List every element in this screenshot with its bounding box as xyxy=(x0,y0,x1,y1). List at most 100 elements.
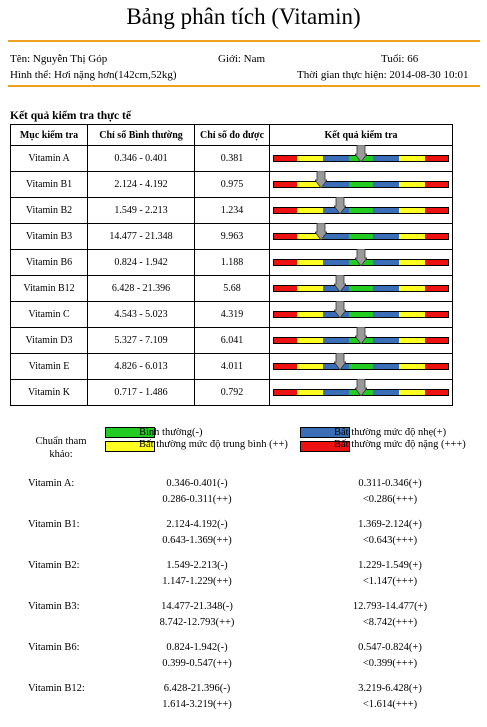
row-item: Vitamin B3 xyxy=(10,223,88,250)
level-marker-icon xyxy=(355,327,367,344)
header-normal: Chỉ số Bình thường xyxy=(87,124,195,146)
scale-segment xyxy=(349,363,373,370)
reference-normal: 0.346-0.401(-) xyxy=(166,478,228,489)
row-result xyxy=(269,327,453,354)
legend-swatch-moderate xyxy=(105,441,155,452)
reference-name: Vitamin B1: xyxy=(28,519,80,530)
row-normal-range: 5.327 - 7.109 xyxy=(87,327,195,354)
scale-segment xyxy=(373,337,399,344)
result-scale-bar xyxy=(273,223,449,240)
title-divider xyxy=(8,40,480,42)
scale-segment xyxy=(297,363,323,370)
level-marker-icon xyxy=(333,353,346,370)
level-marker-icon xyxy=(355,379,367,396)
row-result xyxy=(269,249,453,276)
result-scale-bar xyxy=(273,379,449,396)
row-measured-value: 6.041 xyxy=(194,327,270,354)
scale-segment xyxy=(297,337,323,344)
row-measured-value: 9.963 xyxy=(194,223,270,250)
scale-segment xyxy=(349,181,373,188)
scale-segment xyxy=(399,181,425,188)
header-measured: Chỉ số đo được xyxy=(194,124,270,146)
row-result xyxy=(269,223,453,250)
scale-segment xyxy=(273,285,297,292)
scale-segment xyxy=(399,337,425,344)
reference-mild: 0.547-0.824(+) xyxy=(358,642,422,653)
reference-moderate: 1.614-3.219(++) xyxy=(162,699,232,710)
scale-segment xyxy=(373,389,399,396)
scale-segment xyxy=(273,389,297,396)
scale-segment xyxy=(373,259,399,266)
reference-moderate: 8.742-12.793(++) xyxy=(159,617,235,628)
reference-name: Vitamin A: xyxy=(28,478,75,489)
scale-segment xyxy=(297,285,323,292)
table-row: Vitamin B3 14.477 - 21.348 9.963 xyxy=(10,223,453,250)
reference-severe: <1.614(+++) xyxy=(362,699,418,710)
row-result xyxy=(269,301,453,328)
results-table: Mục kiểm tra Chỉ số Bình thường Chỉ số đ… xyxy=(10,124,453,406)
table-row: Vitamin D3 5.327 - 7.109 6.041 xyxy=(10,327,453,354)
row-normal-range: 0.717 - 1.486 xyxy=(87,379,195,406)
scale-segment xyxy=(425,311,449,318)
level-marker-icon xyxy=(355,145,367,162)
row-result xyxy=(269,197,453,224)
row-item: Vitamin B1 xyxy=(10,171,88,198)
table-row: Vitamin B6 0.824 - 1.942 1.188 xyxy=(10,249,453,276)
patient-name: Tên: Nguyễn Thị Góp xyxy=(10,53,108,65)
table-header-row: Mục kiểm tra Chỉ số Bình thường Chỉ số đ… xyxy=(10,124,453,146)
result-scale-bar xyxy=(273,301,449,318)
legend-swatch-mild xyxy=(300,427,350,438)
scale-segment xyxy=(323,181,349,188)
row-measured-value: 4.011 xyxy=(194,353,270,380)
scale-segment xyxy=(323,259,349,266)
row-item: Vitamin B6 xyxy=(10,249,88,276)
reference-mild: 1.369-2.124(+) xyxy=(358,519,422,530)
level-marker-icon xyxy=(314,171,327,188)
row-normal-range: 6.428 - 21.396 xyxy=(87,275,195,302)
level-marker-icon xyxy=(355,249,367,266)
row-normal-range: 0.824 - 1.942 xyxy=(87,249,195,276)
legend-swatch-severe xyxy=(300,441,350,452)
row-item: Vitamin C xyxy=(10,301,88,328)
scale-segment xyxy=(273,259,297,266)
row-measured-value: 4.319 xyxy=(194,301,270,328)
table-row: Vitamin C 4.543 - 5.023 4.319 xyxy=(10,301,453,328)
scale-segment xyxy=(323,155,349,162)
row-measured-value: 0.975 xyxy=(194,171,270,198)
row-measured-value: 0.792 xyxy=(194,379,270,406)
row-measured-value: 5.68 xyxy=(194,275,270,302)
section-title: Kết quả kiểm tra thực tế xyxy=(10,110,131,122)
table-row: Vitamin B2 1.549 - 2.213 1.234 xyxy=(10,197,453,224)
scale-segment xyxy=(323,233,349,240)
header-item: Mục kiểm tra xyxy=(10,124,88,146)
result-scale-bar xyxy=(273,171,449,188)
scale-segment xyxy=(425,285,449,292)
scale-segment xyxy=(373,363,399,370)
scale-segment xyxy=(425,233,449,240)
result-scale-bar xyxy=(273,197,449,214)
scale-segment xyxy=(323,337,349,344)
row-result xyxy=(269,353,453,380)
row-measured-value: 1.188 xyxy=(194,249,270,276)
reference-name: Vitamin B3: xyxy=(28,601,80,612)
row-normal-range: 4.543 - 5.023 xyxy=(87,301,195,328)
scale-segment xyxy=(425,389,449,396)
row-normal-range: 0.346 - 0.401 xyxy=(87,145,195,172)
scale-segment xyxy=(399,311,425,318)
result-scale-bar xyxy=(273,275,449,292)
row-measured-value: 0.381 xyxy=(194,145,270,172)
reference-normal: 14.477-21.348(-) xyxy=(161,601,233,612)
table-row: Vitamin B12 6.428 - 21.396 5.68 xyxy=(10,275,453,302)
scale-segment xyxy=(373,311,399,318)
row-item: Vitamin D3 xyxy=(10,327,88,354)
scale-segment xyxy=(399,389,425,396)
reference-normal: 2.124-4.192(-) xyxy=(166,519,228,530)
scale-segment xyxy=(373,181,399,188)
reference-mild: 0.311-0.346(+) xyxy=(358,478,422,489)
reference-severe: <1.147(+++) xyxy=(362,576,418,587)
result-scale-bar xyxy=(273,327,449,344)
reference-moderate: 0.286-0.311(++) xyxy=(162,494,232,505)
scale-segment xyxy=(349,311,373,318)
reference-name: Vitamin B2: xyxy=(28,560,80,571)
row-measured-value: 1.234 xyxy=(194,197,270,224)
